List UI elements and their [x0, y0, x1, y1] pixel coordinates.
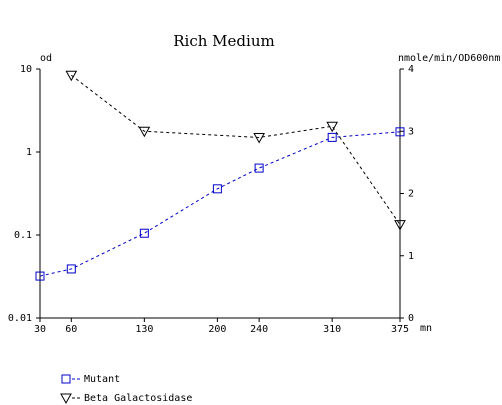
y2-tick-label: 0 [408, 313, 414, 324]
y-tick-label: 1 [26, 147, 32, 158]
marker [212, 184, 222, 194]
x-tick-label: 30 [34, 324, 46, 335]
x-tick-label: 240 [250, 324, 268, 335]
y2-axis-label: nmole/min/OD600nm [398, 53, 500, 64]
marker [395, 127, 405, 137]
x-tick-label: 130 [135, 324, 153, 335]
series-line [39, 131, 401, 277]
marker [138, 126, 151, 138]
chart-title: Rich Medium [173, 32, 274, 50]
marker [394, 220, 406, 231]
marker [327, 132, 337, 142]
x-tick-label: 60 [65, 324, 77, 335]
legend-marker [60, 393, 72, 405]
x-tick-label: 375 [391, 324, 409, 335]
marker [65, 70, 78, 82]
y2-tick-label: 2 [408, 189, 414, 200]
x-tick-label: 200 [208, 324, 226, 335]
marker [254, 163, 264, 173]
marker [326, 121, 339, 133]
y-tick-label: 10 [20, 64, 32, 75]
marker [253, 132, 265, 144]
y-tick-label: 0.1 [14, 230, 32, 241]
legend-label: Beta Galactosidase [84, 393, 192, 404]
marker [139, 228, 149, 238]
x-tick-label: 310 [323, 324, 341, 335]
marker [66, 264, 76, 274]
legend-label: Mutant [84, 374, 120, 385]
y-axis-label: od [40, 53, 52, 64]
legend-marker [61, 374, 71, 384]
y2-tick-label: 4 [408, 64, 414, 75]
marker [35, 271, 45, 281]
y2-tick-label: 1 [408, 251, 414, 262]
series-line [70, 74, 401, 225]
y-tick-label: 0.01 [8, 313, 32, 324]
y2-tick-label: 3 [408, 126, 414, 137]
x-axis-label: mn [420, 323, 432, 334]
